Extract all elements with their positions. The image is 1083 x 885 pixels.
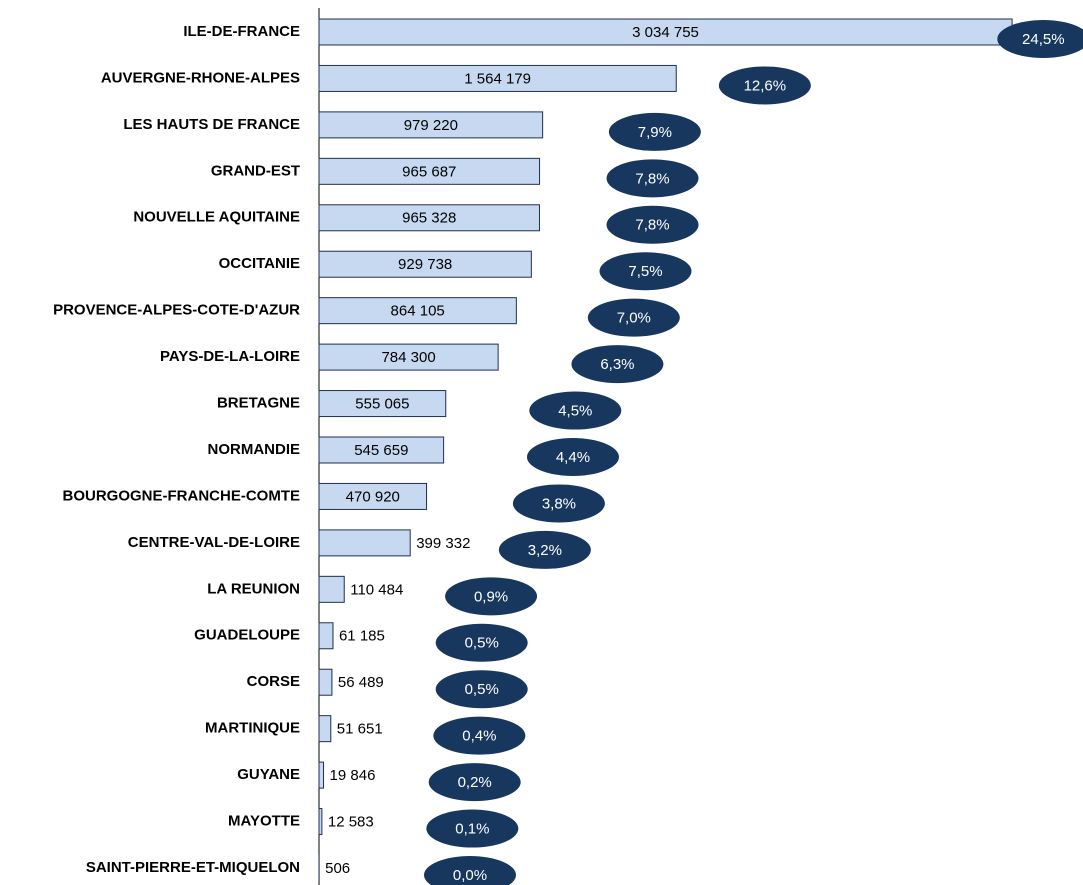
bar: [318, 297, 517, 325]
category-label: OCCITANIE: [219, 255, 300, 272]
category-label: ILE-DE-FRANCE: [183, 23, 300, 40]
share-label: 3,2%: [528, 542, 562, 559]
share-bubble: [428, 763, 521, 802]
value-label: 1 564 179: [464, 70, 531, 87]
category-label: CENTRE-VAL-DE-LOIRE: [128, 534, 300, 551]
share-label: 12,6%: [744, 77, 787, 94]
share-bubble: [997, 20, 1083, 58]
category-label: CORSE: [247, 673, 300, 690]
value-label: 12 583: [328, 814, 374, 831]
share-label: 0,4%: [462, 728, 496, 745]
bar: [318, 808, 323, 836]
category-label: BOURGOGNE-FRANCHE-COMTE: [63, 487, 301, 504]
share-bubble: [435, 623, 528, 662]
share-label: 24,5%: [1022, 31, 1065, 48]
value-label: 555 065: [355, 396, 409, 413]
share-label: 0,5%: [465, 681, 499, 698]
category-label: LES HAUTS DE FRANCE: [123, 116, 300, 133]
bar: [318, 482, 428, 510]
value-label: 784 300: [381, 349, 435, 366]
share-label: 4,4%: [556, 449, 590, 466]
share-bubble: [526, 438, 619, 476]
share-label: 0,1%: [455, 821, 489, 838]
share-label: 7,8%: [635, 217, 669, 234]
category-label: PAYS-DE-LA-LOIRE: [160, 348, 300, 365]
share-label: 6,3%: [600, 356, 634, 373]
share-bubble: [599, 252, 692, 291]
bar: [318, 390, 447, 418]
value-label: 965 328: [402, 210, 456, 227]
category-label: MAYOTTE: [228, 813, 300, 830]
share-label: 7,9%: [638, 124, 672, 141]
share-bubble: [606, 159, 699, 198]
bar: [318, 715, 332, 743]
value-label: 506: [325, 860, 350, 877]
value-label: 110 484: [350, 581, 403, 598]
value-label: 399 332: [416, 535, 470, 552]
share-bubble: [571, 345, 664, 384]
share-bubble: [433, 716, 526, 755]
share-label: 0,9%: [474, 588, 508, 605]
value-label: 61 185: [339, 628, 385, 645]
share-label: 7,0%: [617, 310, 651, 327]
category-label: GUADELOUPE: [194, 627, 300, 644]
share-bubble: [608, 112, 701, 151]
category-label: MARTINIQUE: [205, 720, 300, 737]
share-label: 7,5%: [628, 263, 662, 280]
value-label: 51 651: [337, 721, 383, 738]
share-label: 3,8%: [542, 495, 576, 512]
share-bubble: [718, 66, 811, 105]
category-label: SAINT-PIERRE-ET-MIQUELON: [86, 859, 300, 876]
category-label: NOUVELLE AQUITAINE: [133, 209, 300, 226]
share-bubble: [424, 856, 516, 885]
bar: [318, 343, 499, 371]
share-bubble: [426, 809, 519, 848]
bar: [318, 157, 541, 185]
bar: [318, 575, 345, 603]
bar: [318, 668, 333, 696]
bar: [318, 250, 532, 278]
share-bubble: [498, 530, 591, 569]
share-bubble: [587, 298, 680, 337]
share-bubble: [445, 577, 538, 616]
share-bubble: [512, 484, 605, 523]
bar: [318, 761, 325, 789]
category-label: NORMANDIE: [208, 441, 301, 458]
category-label: BRETAGNE: [217, 395, 300, 412]
value-label: 56 489: [338, 674, 384, 691]
value-label: 864 105: [391, 303, 445, 320]
value-label: 470 920: [346, 488, 400, 505]
category-label: GRAND-EST: [211, 162, 300, 179]
category-label: PROVENCE-ALPES-COTE-D'AZUR: [53, 302, 300, 319]
bar: [318, 204, 540, 232]
category-label: LA REUNION: [207, 580, 300, 597]
bar: [318, 622, 334, 650]
bar: [318, 64, 677, 92]
value-label: 929 738: [398, 256, 452, 273]
value-label: 979 220: [404, 117, 458, 134]
bar: [318, 111, 544, 139]
share-label: 0,0%: [453, 867, 487, 884]
value-label: 545 659: [354, 442, 408, 459]
value-label: 19 846: [330, 767, 376, 784]
bar: [318, 436, 445, 464]
value-label: 3 034 755: [632, 24, 699, 41]
category-label: AUVERGNE-RHONE-ALPES: [101, 69, 300, 86]
category-label: GUYANE: [237, 766, 300, 783]
value-label: 965 687: [402, 163, 456, 180]
share-bubble: [606, 205, 699, 244]
share-label: 0,2%: [458, 774, 492, 791]
share-bubble: [435, 670, 528, 709]
share-bubble: [529, 391, 622, 430]
share-label: 7,8%: [635, 170, 669, 187]
bar: [318, 529, 411, 557]
share-label: 4,5%: [558, 403, 592, 420]
share-label: 0,5%: [465, 635, 499, 652]
